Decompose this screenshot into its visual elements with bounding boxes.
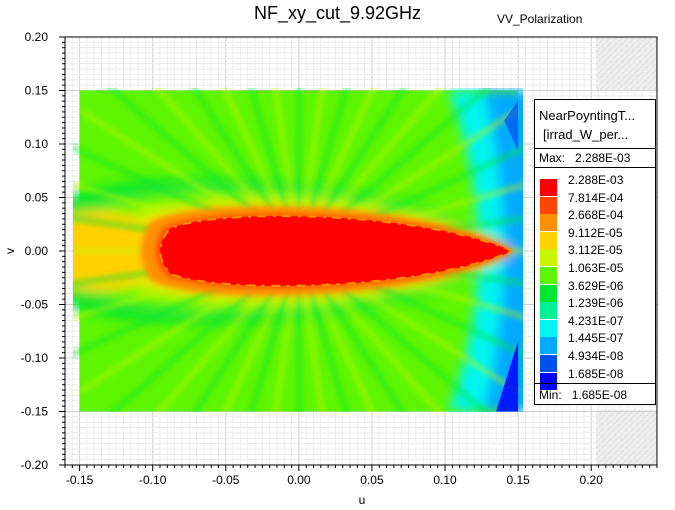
legend-divider — [535, 148, 655, 149]
x-tick-label: 0.00 — [287, 473, 311, 487]
legend-min: Min: 1.685E-08 — [539, 388, 627, 402]
shaded-region-bottom — [596, 410, 657, 465]
legend-level-label: 3.112E-05 — [568, 243, 623, 258]
y-tick-label: 0.15 — [25, 84, 49, 98]
legend-swatch — [540, 179, 557, 196]
legend-swatch — [540, 214, 557, 232]
legend-swatch — [540, 355, 557, 372]
legend-level-label: 1.239E-06 — [568, 296, 624, 311]
legend-unit: [irrad_W_per... — [543, 127, 629, 142]
chart-subtitle: VV_Polarization — [497, 12, 583, 26]
field-core — [160, 216, 513, 286]
legend-swatch — [540, 372, 557, 390]
legend-divider — [535, 167, 655, 168]
y-tick-label: -0.05 — [21, 298, 49, 312]
legend-swatch — [540, 249, 557, 267]
x-tick-label: -0.10 — [139, 473, 167, 487]
legend-level-label: 7.814E-04 — [568, 190, 624, 205]
field-level-band — [483, 90, 523, 412]
y-axis-label: v — [3, 248, 17, 254]
legend-swatch — [540, 284, 557, 302]
field-corner-patch — [496, 340, 519, 412]
y-tick-label: -0.20 — [21, 458, 49, 472]
field-core-rim — [159, 215, 515, 287]
legend-level-label: 4.231E-07 — [568, 313, 624, 328]
legend-min-label: Min: — [539, 388, 562, 402]
legend-level-label: 3.629E-06 — [568, 278, 624, 293]
y-tick-label: -0.10 — [21, 351, 49, 365]
x-axis-label: u — [359, 493, 366, 507]
legend-min-value: 1.685E-08 — [571, 388, 628, 402]
x-tick-label: -0.05 — [212, 473, 240, 487]
legend-level-label: 2.668E-04 — [568, 208, 624, 223]
x-tick-label: 0.10 — [433, 473, 457, 487]
y-tick-label: 0.00 — [25, 244, 49, 258]
legend-level-label: 1.685E-08 — [568, 366, 624, 381]
legend-swatch — [540, 231, 557, 249]
legend-swatch — [540, 319, 557, 337]
legend-swatch — [540, 196, 557, 214]
x-axis: -0.15 -0.10 -0.05 0.00 0.05 0.10 0.15 0.20 — [64, 465, 658, 487]
x-tick-label: 0.15 — [506, 473, 530, 487]
legend-max-value: 2.288E-03 — [575, 151, 631, 165]
legend-swatch — [540, 337, 557, 355]
legend-title: NearPoyntingT... — [539, 108, 636, 123]
chart-title: NF_xy_cut_9.92GHz — [253, 3, 422, 23]
legend-max-label: Max: — [539, 151, 566, 165]
color-legend: NearPoyntingT... [irrad_W_per... Max: 2.… — [534, 99, 656, 405]
legend-level-label: 2.288E-03 — [568, 173, 624, 187]
legend-divider — [535, 383, 655, 384]
legend-level-label: 9.112E-05 — [568, 225, 623, 240]
x-tick-label: -0.15 — [66, 473, 94, 487]
field-corner-patch — [504, 100, 519, 151]
y-tick-label: 0.10 — [25, 137, 49, 151]
legend-level-label: 1.445E-07 — [568, 331, 624, 346]
legend-swatch — [540, 302, 557, 320]
y-tick-label: 0.20 — [25, 30, 49, 44]
x-tick-label: 0.05 — [360, 473, 384, 487]
heatmap-field — [73, 88, 523, 412]
legend-level-label: 1.063E-05 — [568, 261, 624, 275]
y-tick-label: -0.15 — [21, 405, 49, 419]
x-tick-label: 0.20 — [580, 473, 604, 487]
legend-level-label: 4.934E-08 — [568, 349, 624, 363]
y-tick-label: 0.05 — [25, 191, 49, 205]
legend-max: Max: 2.288E-03 — [539, 151, 630, 165]
legend-swatch — [540, 267, 557, 284]
y-axis: 0.20 0.15 0.10 0.05 0.00 -0.05 -0.10 -0.15 -0.20 — [21, 30, 65, 472]
